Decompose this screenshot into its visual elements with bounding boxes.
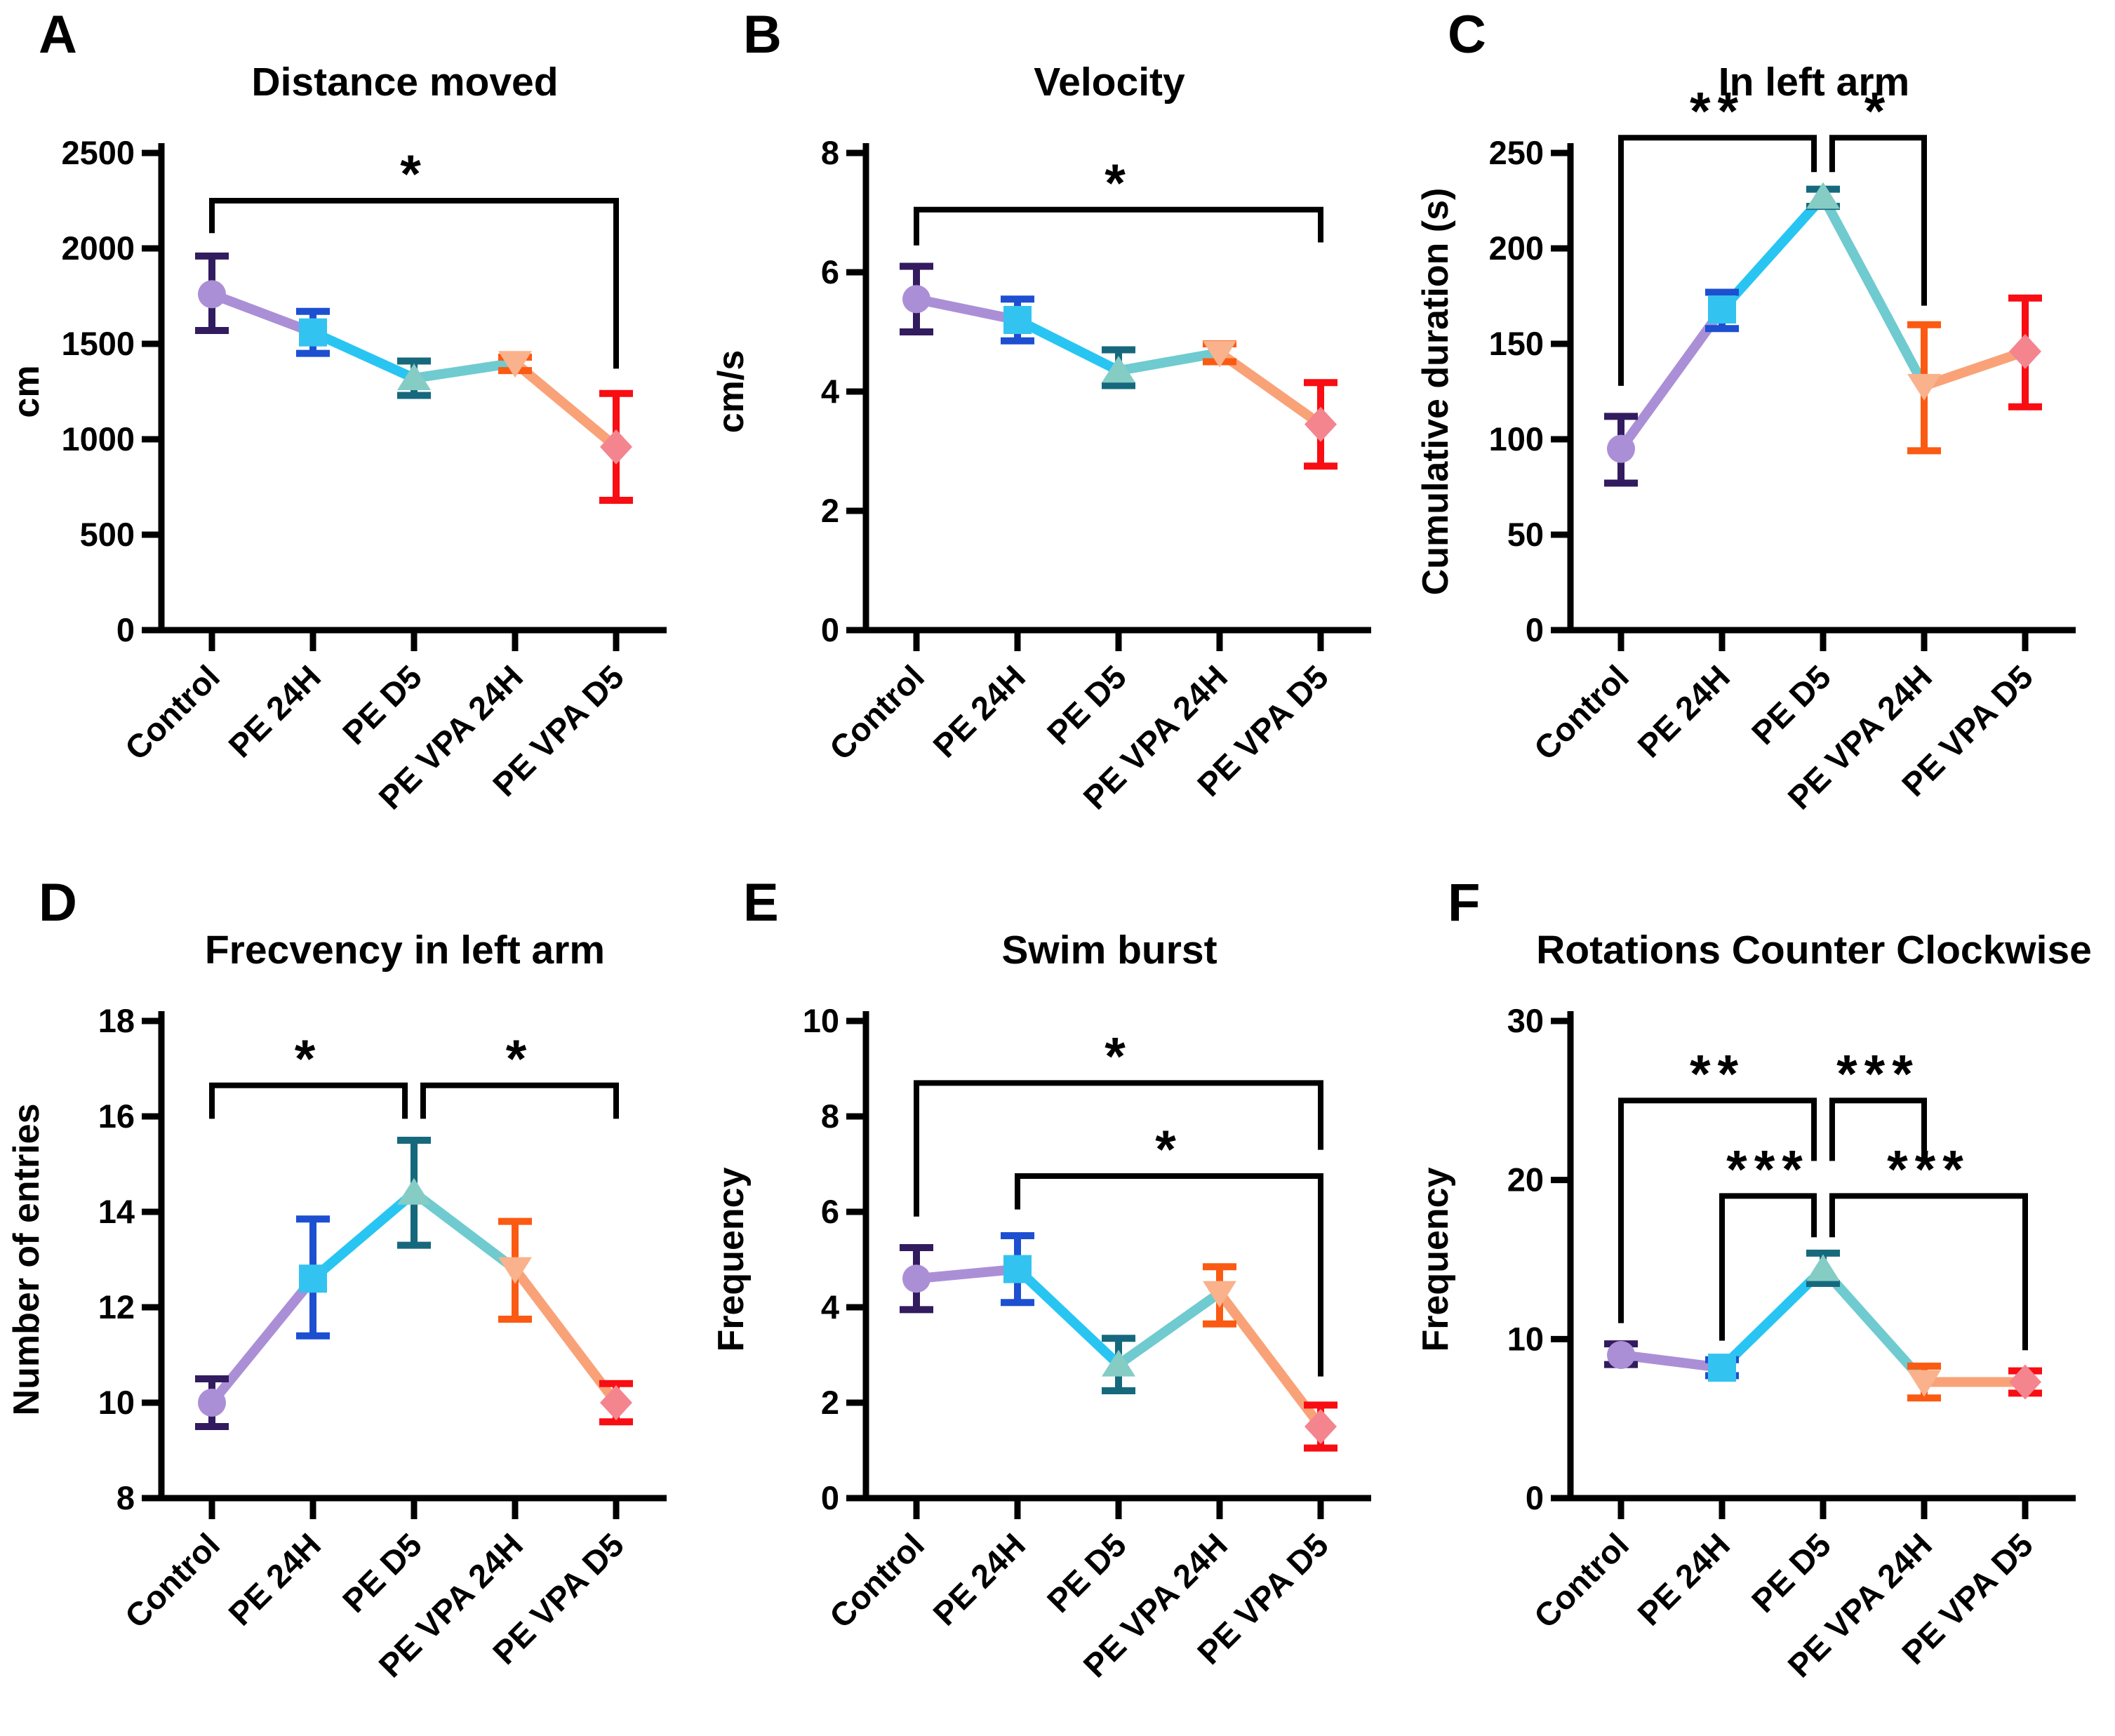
svg-text:4: 4	[821, 1288, 839, 1326]
svg-text:Control: Control	[1526, 1526, 1636, 1636]
svg-text:2500: 2500	[61, 134, 135, 171]
svg-text:10: 10	[98, 1384, 135, 1421]
significance-asterisks: ***	[1887, 1140, 1970, 1199]
svg-text:1500: 1500	[61, 325, 135, 362]
svg-text:PE D5: PE D5	[1040, 1526, 1134, 1620]
svg-text:10: 10	[803, 1002, 839, 1039]
svg-text:PE D5: PE D5	[335, 1526, 429, 1620]
panel-frequency-in-left-arm: D Frecvency in left arm 8 10 12 14 16 18 Contr…	[0, 868, 705, 1736]
panel-letter: A	[39, 5, 77, 65]
significance-asterisks: *	[295, 1029, 323, 1089]
svg-text:Cumulative duration (s): Cumulative duration (s)	[1415, 188, 1456, 596]
svg-text:PE 24H: PE 24H	[1630, 658, 1737, 765]
svg-text:PE 24H: PE 24H	[221, 658, 328, 765]
svg-text:cm: cm	[6, 365, 47, 418]
panel-letter: C	[1448, 5, 1486, 65]
svg-text:PE D5: PE D5	[1744, 658, 1839, 752]
panel-velocity: B Velocity 0 2 4 6 8 Control PE 24H PE D5 PE VPA…	[705, 0, 1409, 868]
svg-text:PE 24H: PE 24H	[926, 658, 1032, 765]
svg-text:PE D5: PE D5	[1744, 1526, 1839, 1620]
svg-text:20: 20	[1507, 1161, 1544, 1198]
svg-text:PE D5: PE D5	[335, 658, 429, 752]
chart-title: Velocity	[1034, 60, 1185, 105]
svg-text:100: 100	[1489, 420, 1544, 458]
significance-asterisks: ***	[1726, 1140, 1810, 1199]
panel-letter: E	[743, 873, 779, 933]
svg-text:0: 0	[1526, 1479, 1544, 1516]
svg-text:2: 2	[821, 1384, 839, 1421]
panel-distance-moved: A Distance moved 0 500 1000 1500 2000 2500 Con…	[0, 0, 705, 868]
svg-text:8: 8	[821, 134, 839, 171]
svg-text:Control: Control	[117, 658, 227, 768]
svg-text:250: 250	[1489, 134, 1544, 171]
svg-text:8: 8	[821, 1097, 839, 1135]
svg-text:0: 0	[821, 611, 839, 648]
chart-title: Frecvency in left arm	[204, 928, 606, 973]
svg-text:PE 24H: PE 24H	[926, 1526, 1032, 1633]
svg-text:Control: Control	[822, 658, 931, 768]
significance-asterisks: *	[506, 1029, 534, 1089]
svg-text:Frequency: Frequency	[711, 1167, 752, 1351]
svg-text:12: 12	[98, 1288, 135, 1326]
panel-in-left-arm: C In left arm 0 50 100 150 200 250 Control PE 2…	[1409, 0, 2114, 868]
significance-asterisks: *	[1105, 1027, 1133, 1086]
panel-letter: B	[743, 5, 782, 65]
chart-title: Swim burst	[1001, 928, 1217, 973]
svg-text:Frequency: Frequency	[1415, 1167, 1456, 1351]
chart-title: Distance moved	[251, 60, 559, 105]
significance-asterisks: *	[400, 145, 428, 204]
svg-text:2: 2	[821, 492, 839, 529]
chart-title: Rotations Counter Clockwise	[1536, 928, 2092, 973]
svg-text:4: 4	[821, 373, 839, 410]
svg-text:1000: 1000	[61, 420, 135, 458]
svg-text:8: 8	[116, 1479, 135, 1516]
significance-asterisks: ***	[1836, 1044, 1920, 1104]
significance-asterisks: *	[1105, 154, 1133, 213]
svg-text:200: 200	[1489, 229, 1544, 267]
svg-text:50: 50	[1507, 516, 1544, 553]
svg-text:6: 6	[821, 253, 839, 291]
svg-text:10: 10	[1507, 1320, 1544, 1357]
svg-text:0: 0	[116, 611, 135, 648]
panel-rotations-counter-clockwise: F Rotations Counter Clockwise 0 10 20 30 Con…	[1409, 868, 2114, 1736]
svg-text:6: 6	[821, 1193, 839, 1230]
svg-text:16: 16	[98, 1097, 135, 1135]
svg-text:30: 30	[1507, 1002, 1544, 1039]
svg-text:Number of entries: Number of entries	[6, 1104, 47, 1416]
svg-text:PE 24H: PE 24H	[221, 1526, 328, 1633]
significance-asterisks: *	[1864, 81, 1893, 141]
chart-title: In left arm	[1718, 60, 1910, 105]
panel-letter: F	[1448, 873, 1481, 933]
svg-text:PE D5: PE D5	[1040, 658, 1134, 752]
svg-text:Control: Control	[822, 1526, 931, 1636]
panel-swim-burst: E Swim burst 0 2 4 6 8 10 Control PE 24H PE D5 PE…	[705, 868, 1409, 1736]
svg-text:PE 24H: PE 24H	[1630, 1526, 1737, 1633]
svg-text:500: 500	[80, 516, 135, 553]
svg-text:0: 0	[821, 1479, 839, 1516]
svg-text:150: 150	[1489, 325, 1544, 362]
significance-asterisks: **	[1690, 1044, 1745, 1104]
svg-text:cm/s: cm/s	[711, 350, 752, 434]
significance-asterisks: **	[1690, 81, 1745, 141]
svg-text:0: 0	[1526, 611, 1544, 648]
significance-asterisks: *	[1155, 1120, 1183, 1180]
svg-text:Control: Control	[117, 1526, 227, 1636]
panel-letter: D	[39, 873, 77, 933]
svg-text:Control: Control	[1526, 658, 1636, 768]
svg-text:2000: 2000	[61, 229, 135, 267]
svg-text:18: 18	[98, 1002, 135, 1039]
svg-text:14: 14	[98, 1193, 135, 1230]
